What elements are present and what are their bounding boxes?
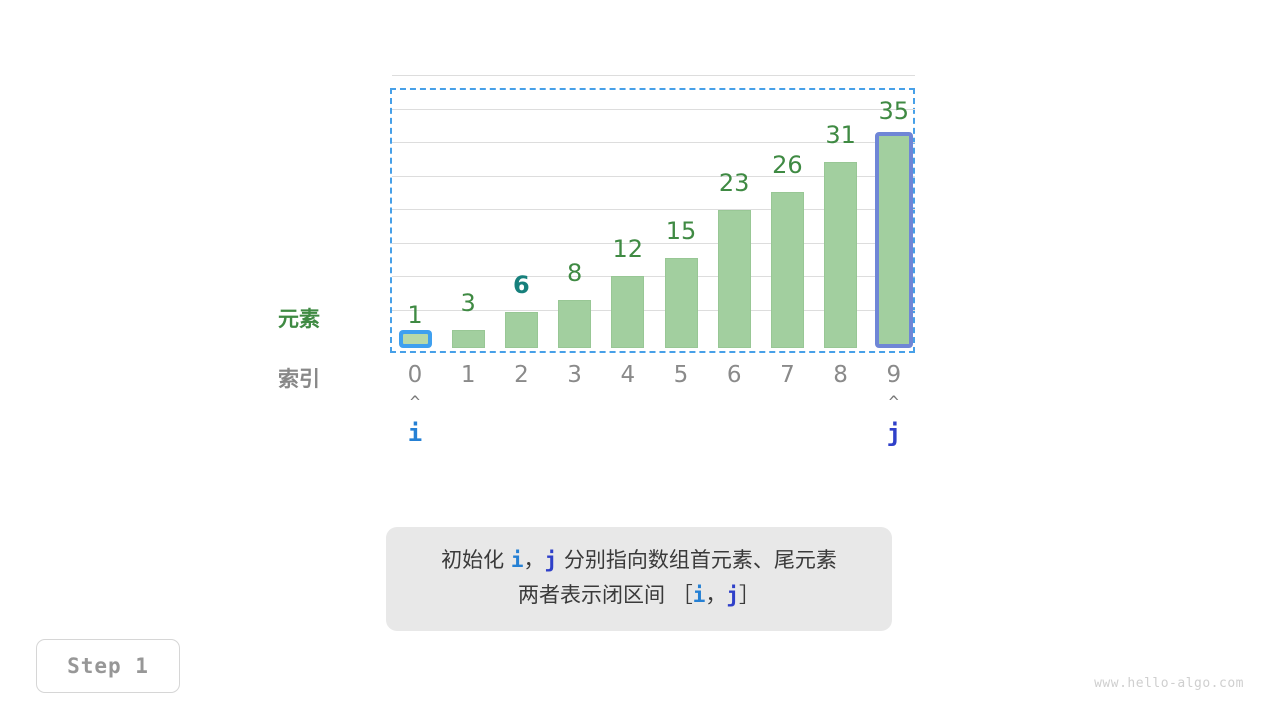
caption-var-j: j: [544, 548, 558, 572]
index-label-1: 1: [460, 362, 476, 388]
bar: [451, 330, 485, 348]
bar-value-label: 23: [718, 169, 750, 197]
pointer-caret-j: ^: [888, 393, 899, 413]
index-row-label: 索引: [278, 367, 320, 391]
bar-highlighted-j: [874, 132, 913, 348]
index-label-0: 0: [407, 362, 423, 388]
gridline: [392, 209, 915, 210]
bar-value-label: 3: [460, 289, 476, 317]
bar-value-label: 6: [513, 271, 530, 299]
step-badge-label: Step 1: [67, 654, 149, 678]
gridline: [392, 108, 915, 110]
index-label-6: 6: [726, 362, 742, 388]
element-row-label: 元素: [278, 307, 320, 331]
index-label-9: 9: [886, 362, 902, 388]
step-badge: Step 1: [36, 639, 180, 693]
bar-value-label: 12: [612, 235, 644, 263]
gridline: [392, 309, 915, 311]
caption-bracket-open: ［: [671, 583, 693, 607]
bar-value-label: 35: [878, 97, 910, 125]
array-chart: [390, 75, 915, 353]
pointer-label-i: i: [407, 419, 423, 447]
caption-var-i: i: [510, 548, 524, 572]
pointer-label-j: j: [886, 419, 902, 447]
gridline: [392, 75, 915, 76]
index-label-8: 8: [833, 362, 848, 388]
pointer-caret-i: ^: [409, 393, 421, 413]
index-label-3: 3: [567, 362, 582, 388]
gridline: [392, 276, 915, 277]
bar: [611, 276, 645, 348]
index-label-5: 5: [673, 362, 689, 388]
bar: [664, 258, 698, 348]
watermark: www.hello-algo.com: [1094, 676, 1244, 691]
bar: [824, 162, 858, 348]
index-label-4: 4: [620, 362, 636, 388]
gridline: [392, 175, 915, 177]
bar: [558, 300, 592, 348]
caption-line-1: 初始化 i，j 分别指向数组首元素、尾元素: [396, 543, 882, 578]
caption-text: 初始化: [441, 548, 505, 572]
caption-var-i: i: [692, 583, 706, 607]
caption-line-2: 两者表示闭区间 ［i，j］: [396, 578, 882, 613]
caption-bracket-close: ］: [739, 583, 760, 607]
bar-inner-fill: [402, 334, 428, 344]
gridline: [392, 242, 915, 244]
caption-text: 分别指向数组首元素、尾元素: [563, 548, 837, 572]
bar-value-label: 8: [566, 259, 583, 287]
bar: [717, 210, 751, 348]
caption-text: 两者表示闭区间: [518, 583, 665, 607]
index-label-7: 7: [780, 362, 795, 388]
bar-value-label: 26: [772, 151, 803, 179]
bar-value-label: 1: [407, 301, 423, 329]
bar-value-label: 15: [665, 217, 697, 245]
caption-var-j: j: [726, 583, 739, 607]
caption-comma: ，: [705, 583, 727, 607]
index-label-2: 2: [514, 362, 529, 388]
bar-value-label: 31: [825, 121, 856, 149]
caption-box: 初始化 i，j 分别指向数组首元素、尾元素 两者表示闭区间 ［i，j］: [386, 527, 892, 631]
gridline: [392, 142, 915, 143]
caption-comma: ，: [523, 548, 545, 572]
bar-highlighted-i: [398, 330, 432, 348]
bar: [504, 312, 538, 348]
bar: [770, 192, 804, 348]
